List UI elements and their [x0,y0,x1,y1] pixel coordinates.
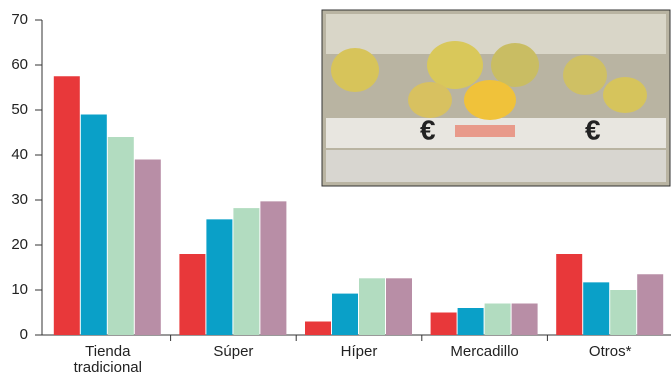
bar [305,321,331,335]
y-tick-label: 0 [20,326,28,343]
bar [260,201,287,335]
y-tick-label: 40 [11,146,28,163]
bar [511,303,538,335]
y-tick-label: 20 [11,236,28,253]
y-tick-label: 70 [11,11,28,28]
y-tick-label: 30 [11,191,28,208]
bar [637,274,664,335]
photo-inset: € € [321,9,671,187]
bar [80,114,107,335]
x-tick-label: Súper [213,343,254,360]
y-tick-label: 10 [11,281,28,298]
y-tick-label: 60 [11,56,28,73]
bar [484,303,511,335]
x-tick-label: Híper [340,343,378,360]
bar [233,208,260,335]
bar [134,159,161,335]
bar [179,254,206,335]
bar [107,137,134,335]
bar [556,254,583,335]
x-tick-label: Mercadillo [450,343,519,360]
x-tick-label: Tienda tradicional [73,343,142,376]
svg-text:€: € [585,114,601,145]
bar [53,76,80,335]
bar [457,308,484,335]
y-tick-label: 50 [11,101,28,118]
bar [583,282,610,335]
x-tick-label: Otros* [588,343,632,360]
bar [386,278,412,335]
bar [206,219,233,335]
bar [359,278,385,335]
svg-text:€: € [420,114,436,145]
bar [430,312,457,335]
bar [332,293,358,335]
bar [610,290,637,335]
